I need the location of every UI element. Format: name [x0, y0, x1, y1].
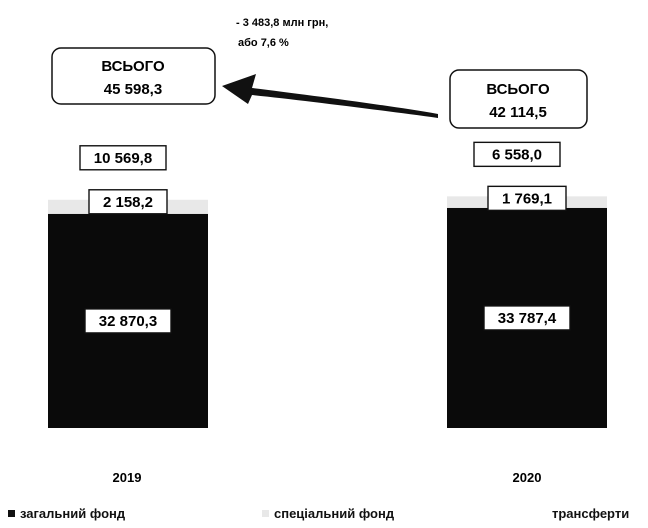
data-label-box-special-fund-2020: [487, 185, 567, 212]
category-label-2020: 2020: [513, 470, 542, 485]
data-label-special-fund-2019: 2 158,2: [103, 194, 153, 211]
legend-item-special-fund: спеціальний фонд: [262, 506, 394, 521]
data-label-box-general-fund-2020: [483, 305, 571, 331]
total-box-2020: ВСЬОГО 42 114,5: [449, 69, 588, 129]
legend-item-transfers: трансферти: [540, 506, 629, 521]
legend-label-transfers: трансферти: [552, 506, 630, 521]
total-title-2019: ВСЬОГО: [101, 58, 165, 75]
data-label-general-fund-2019: 32 870,3: [99, 313, 157, 330]
data-label-general-fund-2020: 33 787,4: [498, 310, 557, 327]
legend-label-general-fund: загальний фонд: [20, 506, 126, 521]
data-label-special-fund-2020: 1 769,1: [502, 190, 552, 207]
stacked-bar-chart: 32 870,3 2 158,2 10 569,8 33 787,4 1 769,1 6 …: [48, 17, 607, 485]
total-value-2020: 42 114,5: [489, 104, 547, 121]
category-label-2019: 2019: [113, 470, 142, 485]
data-label-box-transfers-2020: [473, 141, 561, 168]
segment-labels-group: 32 870,3 2 158,2 10 569,8 33 787,4 1 769,1 6 …: [79, 141, 571, 334]
legend-item-general-fund: загальний фонд: [8, 506, 125, 521]
change-arrow: [222, 74, 438, 118]
data-label-box-transfers-2019: [79, 145, 167, 171]
total-box-2019: ВСЬОГО 45 598,3: [51, 47, 216, 105]
total-value-2019: 45 598,3: [104, 81, 162, 98]
data-label-box-general-fund-2019: [84, 308, 172, 334]
change-annotation-line2: або 7,6 %: [238, 37, 289, 49]
change-annotation-line1: - 3 483,8 млн грн,: [236, 17, 328, 29]
data-label-transfers-2020: 6 558,0: [492, 146, 542, 163]
legend-swatch-special-fund: [262, 510, 269, 517]
data-label-box-special-fund-2019: [88, 189, 168, 215]
data-label-transfers-2019: 10 569,8: [94, 150, 152, 167]
legend: загальний фонд спеціальний фонд трансфер…: [0, 500, 648, 528]
legend-swatch-general-fund: [8, 510, 15, 517]
legend-swatch-transfers: [540, 510, 547, 517]
legend-label-special-fund: спеціальний фонд: [274, 506, 395, 521]
total-title-2020: ВСЬОГО: [486, 81, 550, 98]
